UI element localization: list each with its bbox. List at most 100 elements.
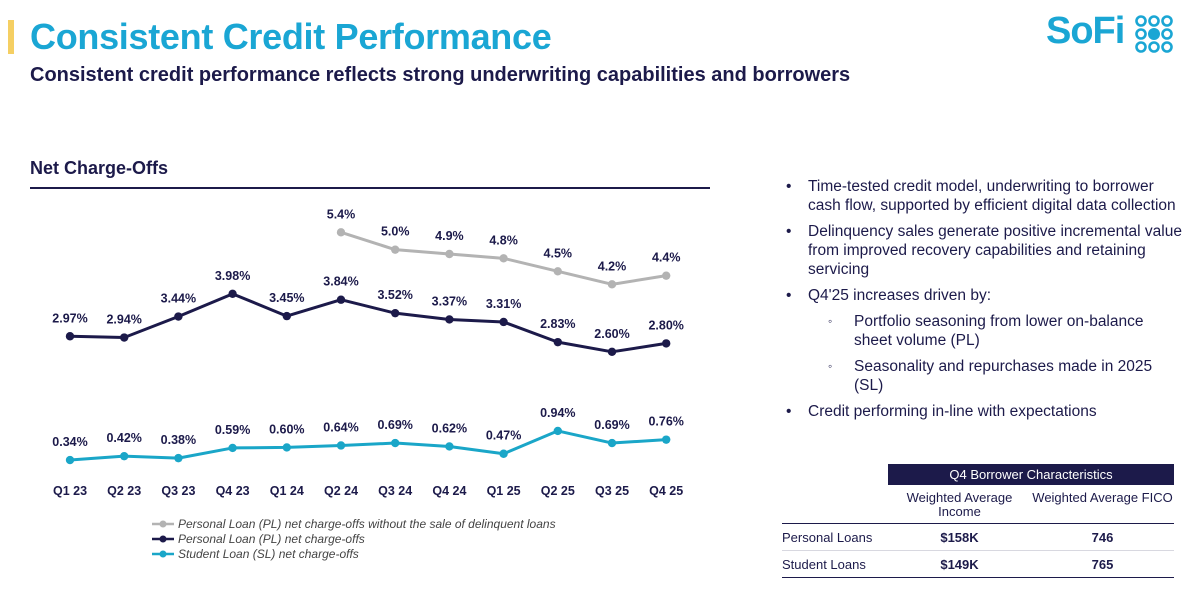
data-point <box>391 308 400 318</box>
chart-title: Net Charge-Offs <box>30 158 169 178</box>
data-label: 3.52% <box>377 288 412 302</box>
legend-navy-line-icon <box>152 535 174 542</box>
data-point <box>445 442 454 451</box>
table-title: Q4 Borrower Characteristics <box>888 464 1174 485</box>
data-point <box>336 441 346 450</box>
legend-teal-line-icon <box>152 550 174 557</box>
data-label: 2.97% <box>52 311 87 325</box>
x-tick-label: Q3 23 <box>161 484 195 498</box>
legend-item-pl-without-sale: Personal Loan (PL) net charge-offs witho… <box>152 516 556 531</box>
data-label: 5.4% <box>327 207 356 221</box>
x-tick-label: Q3 25 <box>595 484 629 498</box>
data-point <box>120 333 129 342</box>
sub-bullet-item: Seasonality and repurchases made in 2025… <box>782 357 1182 395</box>
data-point <box>662 339 671 348</box>
data-point <box>662 435 671 444</box>
chart-legend: Personal Loan (PL) net charge-offs witho… <box>152 516 556 561</box>
page-title: Consistent Credit Performance <box>30 16 552 57</box>
data-point <box>120 451 129 461</box>
data-label: 4.2% <box>598 259 627 273</box>
x-tick-label: Q4 23 <box>216 484 250 498</box>
borrower-characteristics-table: Q4 Borrower Characteristics Weighted Ave… <box>782 464 1174 578</box>
data-label: 0.42% <box>106 431 141 445</box>
data-point <box>445 249 454 259</box>
data-point <box>336 295 346 304</box>
legend-grey-line-icon <box>152 520 174 527</box>
fico-value: 765 <box>1091 556 1114 572</box>
data-point <box>65 455 75 465</box>
data-label: 3.31% <box>486 297 521 311</box>
data-point <box>607 438 617 448</box>
x-tick-label: Q4 25 <box>649 484 683 498</box>
column-header-fico: Weighted Average FICO <box>1032 490 1173 505</box>
income-value: $158K <box>940 529 979 545</box>
data-point <box>391 438 400 448</box>
data-label: 3.37% <box>432 294 467 308</box>
data-label: 2.83% <box>540 317 575 331</box>
data-point <box>607 280 617 289</box>
bullet-list: Time-tested credit model, underwriting t… <box>782 177 1182 428</box>
row-label: Student Loans <box>782 556 866 572</box>
data-label: 0.94% <box>540 406 575 420</box>
data-label: 0.38% <box>161 433 196 447</box>
column-header-income: Weighted Average Income <box>906 490 1013 519</box>
chart-title-rule <box>30 187 710 189</box>
data-point <box>391 245 400 254</box>
data-label: 0.69% <box>594 418 629 432</box>
data-label: 2.60% <box>594 327 629 341</box>
data-point <box>174 453 183 463</box>
data-point <box>282 311 291 321</box>
x-tick-label: Q2 25 <box>541 484 575 498</box>
table-row: Personal Loans $158K 746 <box>782 524 1174 551</box>
legend-item-sl: Student Loan (SL) net charge-offs <box>152 546 556 561</box>
net-charge-offs-chart: 5.4% 5.0% 4.9% 4.8% 4.5% 4.2% 4.4% 2.97% 2.94% 3.… <box>52 207 684 498</box>
data-label: 3.98% <box>215 269 250 283</box>
data-label: 4.8% <box>489 233 518 247</box>
data-point <box>228 289 237 299</box>
data-label: 0.69% <box>377 418 412 432</box>
data-label: 0.64% <box>323 420 358 434</box>
data-point <box>174 312 183 321</box>
bullet-item: Delinquency sales generate positive incr… <box>782 222 1182 279</box>
data-label: 0.60% <box>269 422 304 436</box>
data-point <box>607 347 617 356</box>
data-label: 3.44% <box>161 292 196 306</box>
legend-label: Student Loan (SL) net charge-offs <box>178 546 359 561</box>
data-label: 0.34% <box>52 435 87 449</box>
data-point <box>499 254 508 263</box>
sofi-logo: SoFi <box>1046 10 1176 54</box>
x-tick-label: Q3 24 <box>378 484 412 498</box>
legend-label: Personal Loan (PL) net charge-offs <box>178 531 365 546</box>
data-label: 4.4% <box>652 251 681 265</box>
data-point <box>282 443 291 452</box>
legend-item-pl: Personal Loan (PL) net charge-offs <box>152 531 556 546</box>
data-point <box>499 449 508 458</box>
data-point <box>65 332 75 341</box>
data-point <box>553 426 562 436</box>
bullet-item: Q4'25 increases driven by: <box>782 286 1182 305</box>
table-rule <box>782 523 1174 524</box>
data-label: 0.76% <box>648 415 683 429</box>
data-point <box>228 443 237 453</box>
x-tick-label: Q1 23 <box>53 484 87 498</box>
bullet-item: Time-tested credit model, underwriting t… <box>782 177 1182 215</box>
data-point <box>336 228 346 237</box>
data-point <box>553 267 562 276</box>
table-row: Student Loans $149K 765 <box>782 551 1174 578</box>
sub-bullet-item: Portfolio seasoning from lower on-balanc… <box>782 312 1182 350</box>
data-point <box>445 315 454 324</box>
data-label: 5.0% <box>381 225 410 239</box>
table-column-headers: Weighted Average Income Weighted Average… <box>782 491 1174 521</box>
data-label: 0.62% <box>432 421 467 435</box>
legend-label: Personal Loan (PL) net charge-offs witho… <box>178 516 556 531</box>
data-label: 3.84% <box>323 275 358 289</box>
data-point <box>499 317 508 327</box>
series-line-2 <box>69 429 667 462</box>
row-label: Personal Loans <box>782 529 873 545</box>
page-subtitle: Consistent credit performance reflects s… <box>30 64 851 86</box>
x-tick-label: Q2 23 <box>107 484 141 498</box>
data-point <box>662 271 671 280</box>
logo-text: SoFi <box>1046 10 1125 52</box>
data-label: 4.9% <box>435 229 464 243</box>
bullet-item: Credit performing in-line with expectati… <box>782 402 1182 421</box>
